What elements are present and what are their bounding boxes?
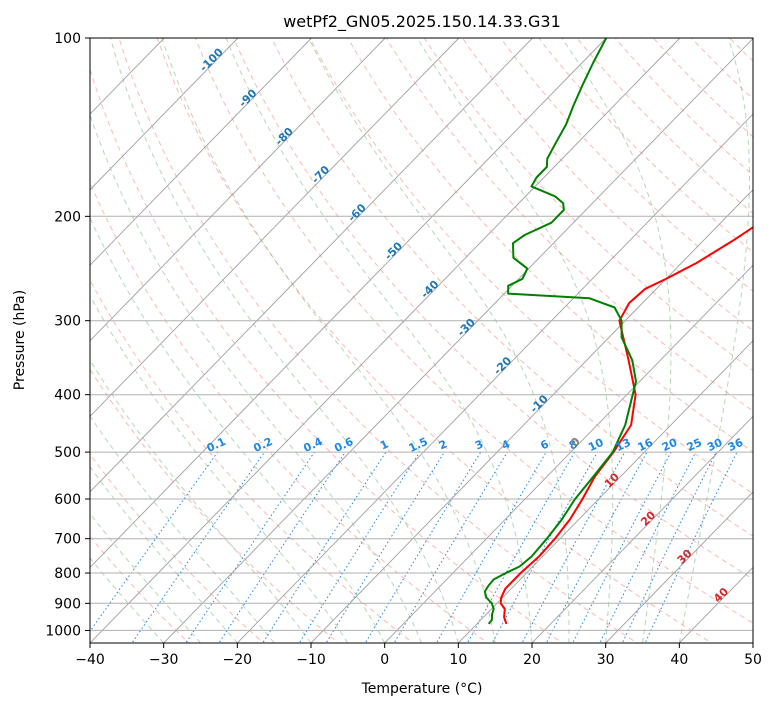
x-tick-label: −20 [223, 652, 253, 668]
y-axis-title: Pressure (hPa) [12, 290, 28, 390]
y-tick-label: 400 [54, 388, 81, 404]
y-tick-label: 700 [54, 532, 81, 548]
dry-adiabat-line [758, 28, 775, 646]
x-axis-title: Temperature (°C) [361, 681, 483, 697]
y-tick-label: 800 [54, 566, 81, 582]
y-tick-label: 300 [54, 314, 81, 330]
x-tick-label: 10 [449, 652, 467, 668]
y-tick-label: 1000 [45, 623, 81, 639]
y-tick-label: 600 [54, 492, 81, 508]
x-tick-label: 0 [380, 652, 389, 668]
y-tick-label: 900 [54, 596, 81, 612]
x-tick-label: 50 [744, 652, 762, 668]
x-tick-label: −30 [149, 652, 179, 668]
x-tick-label: −40 [75, 652, 105, 668]
chart-title: wetPf2_GN05.2025.150.14.33.G31 [283, 12, 561, 32]
x-tick-label: −10 [296, 652, 326, 668]
y-tick-label: 500 [54, 445, 81, 461]
x-tick-label: 20 [523, 652, 541, 668]
x-tick-label: 40 [670, 652, 688, 668]
x-tick-label: 30 [597, 652, 615, 668]
plot-background [90, 38, 753, 643]
y-tick-label: 100 [54, 31, 81, 47]
y-tick-label: 200 [54, 209, 81, 225]
isotherm-line [753, 38, 775, 643]
